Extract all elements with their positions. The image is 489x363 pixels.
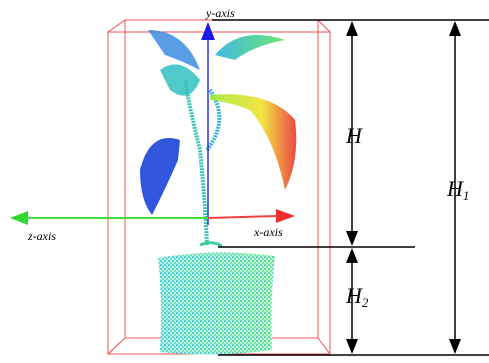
x-axis-label: x-axis xyxy=(253,225,283,239)
h-label: H xyxy=(345,123,363,148)
z-axis-label: z-axis xyxy=(27,229,56,243)
h2-base: H xyxy=(345,283,363,308)
h1-sub: 1 xyxy=(463,188,470,203)
h1-label: H1 xyxy=(446,176,469,203)
y-axis-label: y-axis xyxy=(205,6,235,20)
h2-sub: 2 xyxy=(362,295,369,310)
h1-base: H xyxy=(446,176,464,201)
plant-point-cloud xyxy=(140,30,296,246)
h2-label: H2 xyxy=(345,283,369,310)
figure: y-axis z-axis x-axis H H1 H2 xyxy=(0,0,489,363)
pot-point-cloud xyxy=(158,252,275,354)
